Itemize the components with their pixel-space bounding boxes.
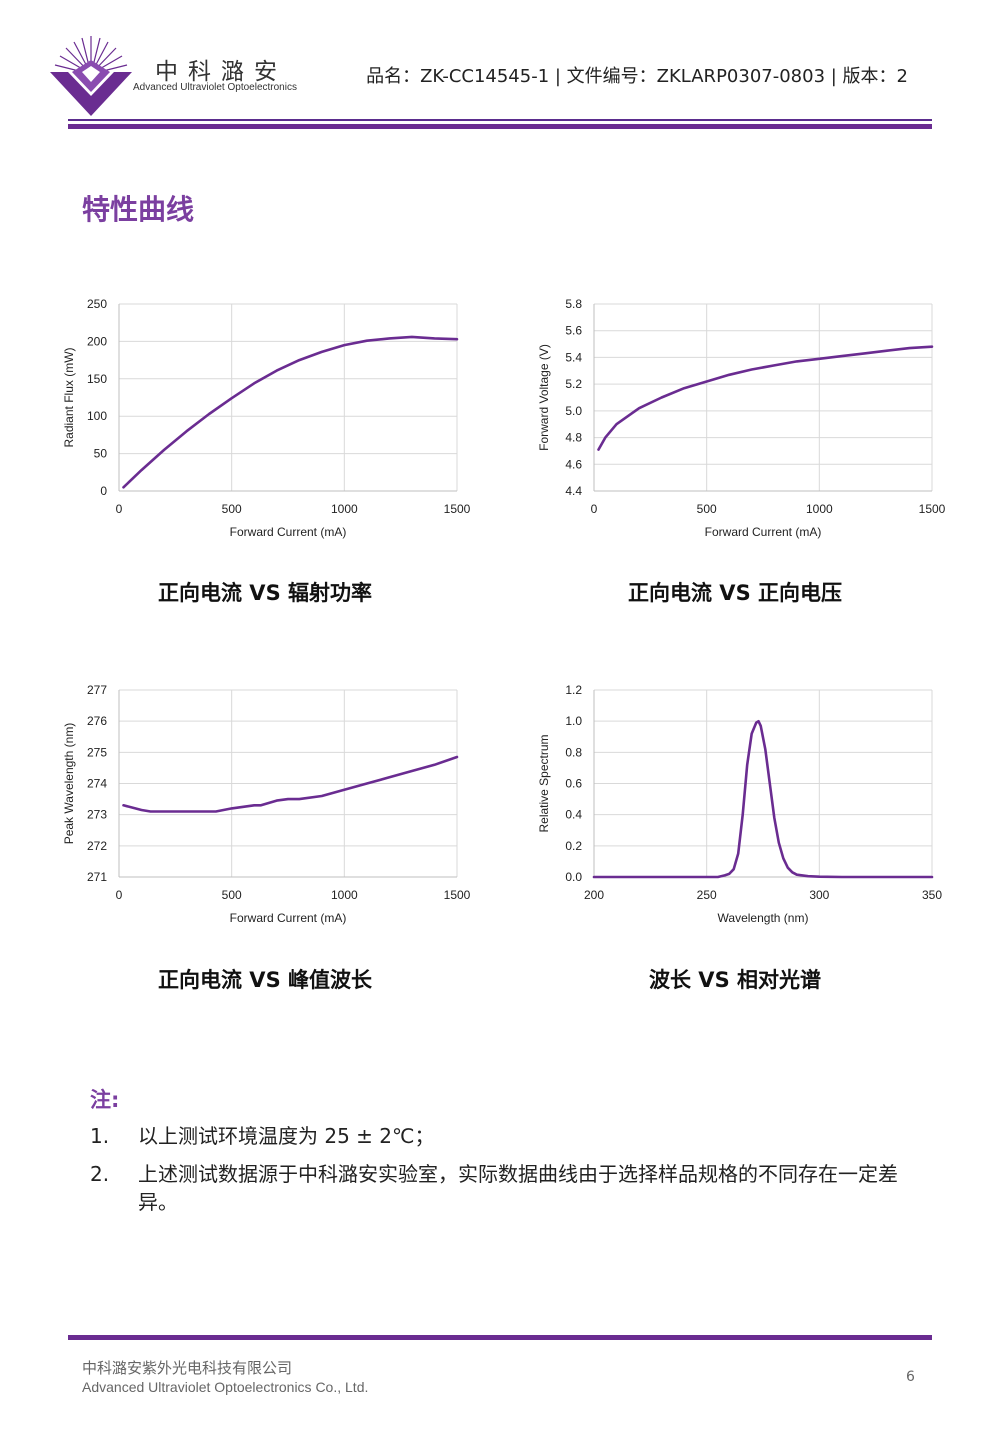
x-tick-label: 200 <box>584 888 604 902</box>
note-text: 上述测试数据源于中科潞安实验室，实际数据曲线由于选择样品规格的不同存在一定差异。 <box>138 1162 898 1214</box>
y-tick-label: 1.2 <box>565 683 582 697</box>
x-tick-label: 0 <box>591 502 598 516</box>
chart-radiant-flux: 0 50 100 150 200 250 0 500 1000 1500 Forward Curre… <box>55 292 475 552</box>
page-number: 6 <box>906 1369 915 1385</box>
x-tick-label: 0 <box>116 502 123 516</box>
x-tick-label: 1500 <box>444 502 471 516</box>
y-tick-label: 100 <box>87 409 107 423</box>
y-tick-label: 5.0 <box>565 404 582 418</box>
caption-relative-spectrum: 波长 VS 相对光谱 <box>649 968 821 992</box>
chart-relative-spectrum-svg: 0.0 0.2 0.4 0.6 0.8 1.0 1.2 200 250 300 350 Wavelen… <box>537 683 942 925</box>
footer-rule <box>68 1335 932 1340</box>
y-tick-label: 0.2 <box>565 839 582 853</box>
note-number: 1. <box>90 1124 110 1148</box>
x-tick-label: 250 <box>697 888 717 902</box>
x-tick-label: 0 <box>116 888 123 902</box>
y-tick-label: 1.0 <box>565 714 582 728</box>
caption-forward-voltage: 正向电流 VS 正向电压 <box>628 581 842 605</box>
header-rule-thick <box>68 124 932 129</box>
y-tick-label: 0.6 <box>565 777 582 791</box>
y-tick-label: 0.4 <box>565 808 582 822</box>
section-title: 特性曲线 <box>82 193 195 226</box>
x-axis-label: Forward Current (mA) <box>230 525 347 539</box>
chart-relative-spectrum: 0.0 0.2 0.4 0.6 0.8 1.0 1.2 200 250 300 350 Wavelen… <box>530 678 950 938</box>
note-item: 1. 以上测试环境温度为 25 ± 2℃； <box>90 1122 930 1152</box>
footer-company-cn: 中科潞安紫外光电科技有限公司 <box>82 1359 293 1377</box>
series-line <box>122 755 459 813</box>
series-line <box>122 335 459 489</box>
x-tick-label: 350 <box>922 888 942 902</box>
footer-company-en: Advanced Ultraviolet Optoelectronics Co.… <box>82 1379 369 1395</box>
series-line <box>597 345 934 451</box>
y-tick-label: 273 <box>87 808 107 822</box>
y-axis-label: Forward Voltage (V) <box>537 344 551 451</box>
chart-forward-voltage: 4.4 4.6 4.8 5.0 5.2 5.4 5.6 5.8 0 500 1000 1500 Forw… <box>530 292 950 552</box>
y-tick-label: 0.0 <box>565 870 582 884</box>
chart-forward-voltage-svg: 4.4 4.6 4.8 5.0 5.2 5.4 5.6 5.8 0 500 1000 1500 Forw… <box>537 297 946 539</box>
y-tick-label: 276 <box>87 714 107 728</box>
y-tick-label: 5.8 <box>565 297 582 311</box>
y-tick-label: 277 <box>87 683 107 697</box>
y-axis-label: Relative Spectrum <box>537 734 551 832</box>
company-logo-icon <box>50 36 132 116</box>
x-axis-label: Forward Current (mA) <box>230 911 347 925</box>
document-info: 品名：ZK-CC14545-1 | 文件编号：ZKLARP0307-0803 |… <box>366 66 908 87</box>
y-tick-label: 250 <box>87 297 107 311</box>
x-axis-label: Forward Current (mA) <box>705 525 822 539</box>
brand-name-cn: 中科潞安 <box>155 59 287 85</box>
page-header: 中科潞安 Advanced Ultraviolet Optoelectronic… <box>0 0 1000 130</box>
x-tick-label: 500 <box>697 502 717 516</box>
y-tick-label: 274 <box>87 777 107 791</box>
x-tick-label: 1000 <box>331 888 358 902</box>
y-tick-label: 275 <box>87 745 107 759</box>
x-tick-label: 300 <box>809 888 829 902</box>
y-tick-label: 0.8 <box>565 745 582 759</box>
y-axis-label: Peak Wavelength (nm) <box>62 723 76 845</box>
x-axis-label: Wavelength (nm) <box>718 911 809 925</box>
y-tick-label: 0 <box>100 484 107 498</box>
notes-title: 注: <box>90 1088 120 1112</box>
y-tick-label: 50 <box>94 447 108 461</box>
caption-peak-wavelength: 正向电流 VS 峰值波长 <box>158 968 372 992</box>
note-number: 2. <box>90 1162 110 1186</box>
y-tick-label: 5.4 <box>565 350 582 364</box>
note-text: 以上测试环境温度为 25 ± 2℃； <box>138 1124 435 1148</box>
caption-radiant-flux: 正向电流 VS 辐射功率 <box>158 581 372 605</box>
series-line <box>592 719 934 879</box>
chart-radiant-flux-svg: 0 50 100 150 200 250 0 500 1000 1500 Forward Curre… <box>62 297 471 539</box>
header-rule-thin <box>68 119 932 121</box>
y-tick-label: 150 <box>87 372 107 386</box>
x-tick-label: 500 <box>222 502 242 516</box>
brand-name-en: Advanced Ultraviolet Optoelectronics <box>133 82 297 93</box>
y-tick-label: 4.4 <box>565 484 582 498</box>
note-item: 2. 上述测试数据源于中科潞安实验室，实际数据曲线由于选择样品规格的不同存在一定… <box>90 1160 930 1220</box>
x-tick-label: 500 <box>222 888 242 902</box>
y-tick-label: 271 <box>87 870 107 884</box>
chart-peak-wavelength-svg: 271 272 273 274 275 276 277 0 500 1000 1500 Forward… <box>62 683 471 925</box>
y-tick-label: 200 <box>87 334 107 348</box>
x-tick-label: 1500 <box>444 888 471 902</box>
x-tick-label: 1000 <box>806 502 833 516</box>
y-tick-label: 272 <box>87 839 107 853</box>
y-axis-label: Radiant Flux (mW) <box>62 347 76 447</box>
y-tick-label: 4.8 <box>565 431 582 445</box>
chart-peak-wavelength: 271 272 273 274 275 276 277 0 500 1000 1500 Forward… <box>55 678 475 938</box>
y-tick-label: 5.6 <box>565 324 582 338</box>
y-tick-label: 5.2 <box>565 377 582 391</box>
y-tick-label: 4.6 <box>565 457 582 471</box>
x-tick-label: 1000 <box>331 502 358 516</box>
x-tick-label: 1500 <box>919 502 946 516</box>
